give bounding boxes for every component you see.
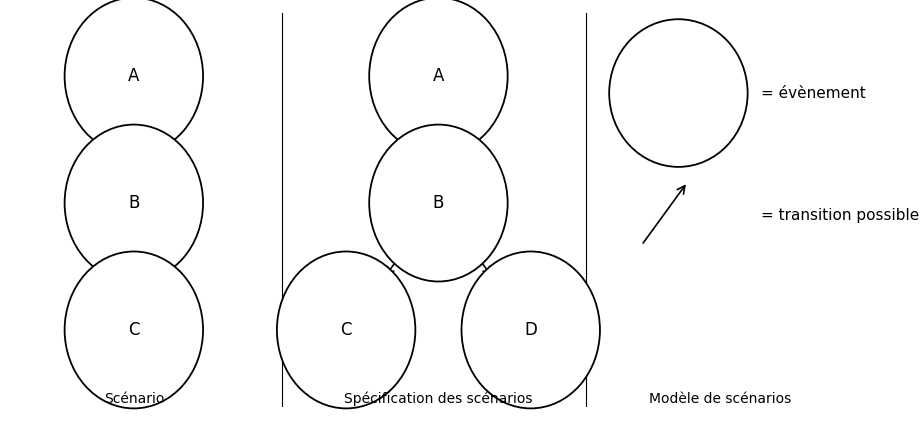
Ellipse shape (65, 0, 203, 154)
Text: Scénario: Scénario (103, 392, 164, 406)
Ellipse shape (65, 125, 203, 281)
Text: B: B (128, 194, 139, 212)
Ellipse shape (65, 252, 203, 408)
Text: A: A (433, 67, 444, 85)
Text: B: B (433, 194, 444, 212)
Ellipse shape (369, 125, 508, 281)
Text: = transition possible: = transition possible (761, 208, 919, 223)
Text: C: C (128, 321, 139, 339)
Ellipse shape (462, 252, 600, 408)
Text: A: A (128, 67, 139, 85)
Text: Spécification des scénarios: Spécification des scénarios (344, 392, 533, 406)
Ellipse shape (609, 19, 748, 167)
Text: D: D (524, 321, 537, 339)
Text: Modèle de scénarios: Modèle de scénarios (649, 392, 791, 406)
Ellipse shape (369, 0, 508, 154)
Text: C: C (341, 321, 352, 339)
Ellipse shape (277, 252, 415, 408)
Text: = évènement: = évènement (761, 85, 866, 101)
